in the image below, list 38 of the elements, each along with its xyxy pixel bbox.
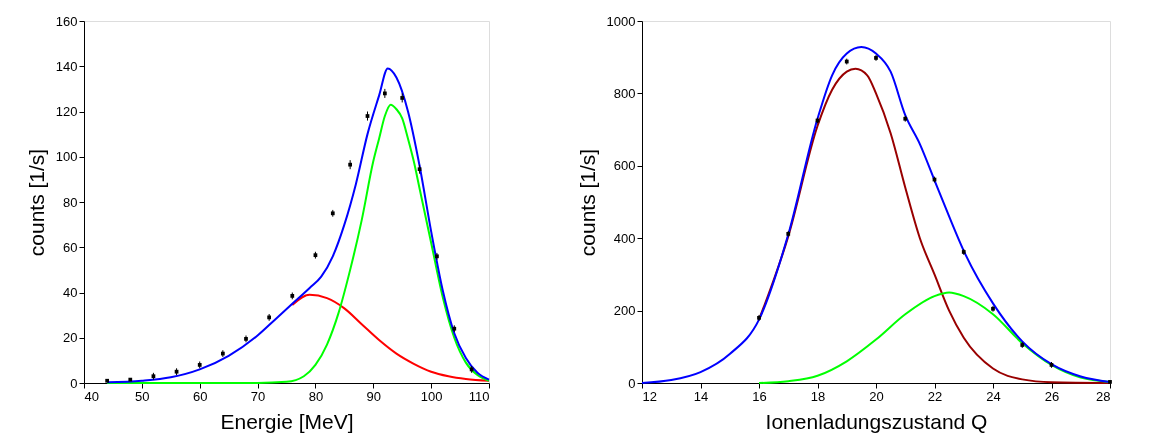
y-axis-title: counts [1/s] [24,148,48,257]
y-tick-label: 100 [55,149,78,165]
x-tick-label: 24 [986,388,1001,404]
x-tick-label: 50 [135,388,150,404]
x-tick-label: 14 [693,388,709,404]
x-tick-label: 100 [420,388,443,404]
x-tick-label: 70 [250,388,266,404]
x-tick-label: 80 [308,388,324,404]
y-tick-label: 800 [613,85,636,101]
x-tick-label: 12 [642,388,657,404]
y-tick-label: 80 [63,194,78,210]
y-tick-label: 200 [613,303,636,319]
y-tick-label: 160 [55,13,78,29]
x-tick-label: 28 [1096,388,1111,404]
y-tick-label: 0 [628,375,636,391]
x-tick-label: 40 [84,388,99,404]
y-tick-label: 600 [613,158,636,174]
x-tick-label: 60 [192,388,208,404]
y-tick-label: 120 [55,104,78,119]
y-tick-label: 60 [63,239,78,255]
y-tick-label: 40 [63,285,78,300]
x-tick-label: 26 [1044,388,1060,404]
line-series [758,67,1111,384]
y-axis-title: counts [1/s] [575,148,599,257]
x-tick-label: 90 [366,388,382,404]
line-series [291,293,490,382]
x-tick-label: 22 [927,388,943,404]
x-tick-label: 110 [468,388,490,404]
x-axis-title: Energie [MeV] [220,409,354,433]
x-tick-label: 16 [752,388,767,404]
y-tick-label: 400 [613,230,636,246]
x-tick-label: 18 [810,388,826,404]
y-tick-label: 140 [55,58,78,74]
y-tick-label: 0 [70,375,78,391]
x-axis-title: Ionenladungszustand Q [765,409,988,433]
y-tick-label: 20 [63,330,78,346]
x-tick-label: 20 [869,388,884,404]
y-tick-label: 1000 [606,13,636,29]
